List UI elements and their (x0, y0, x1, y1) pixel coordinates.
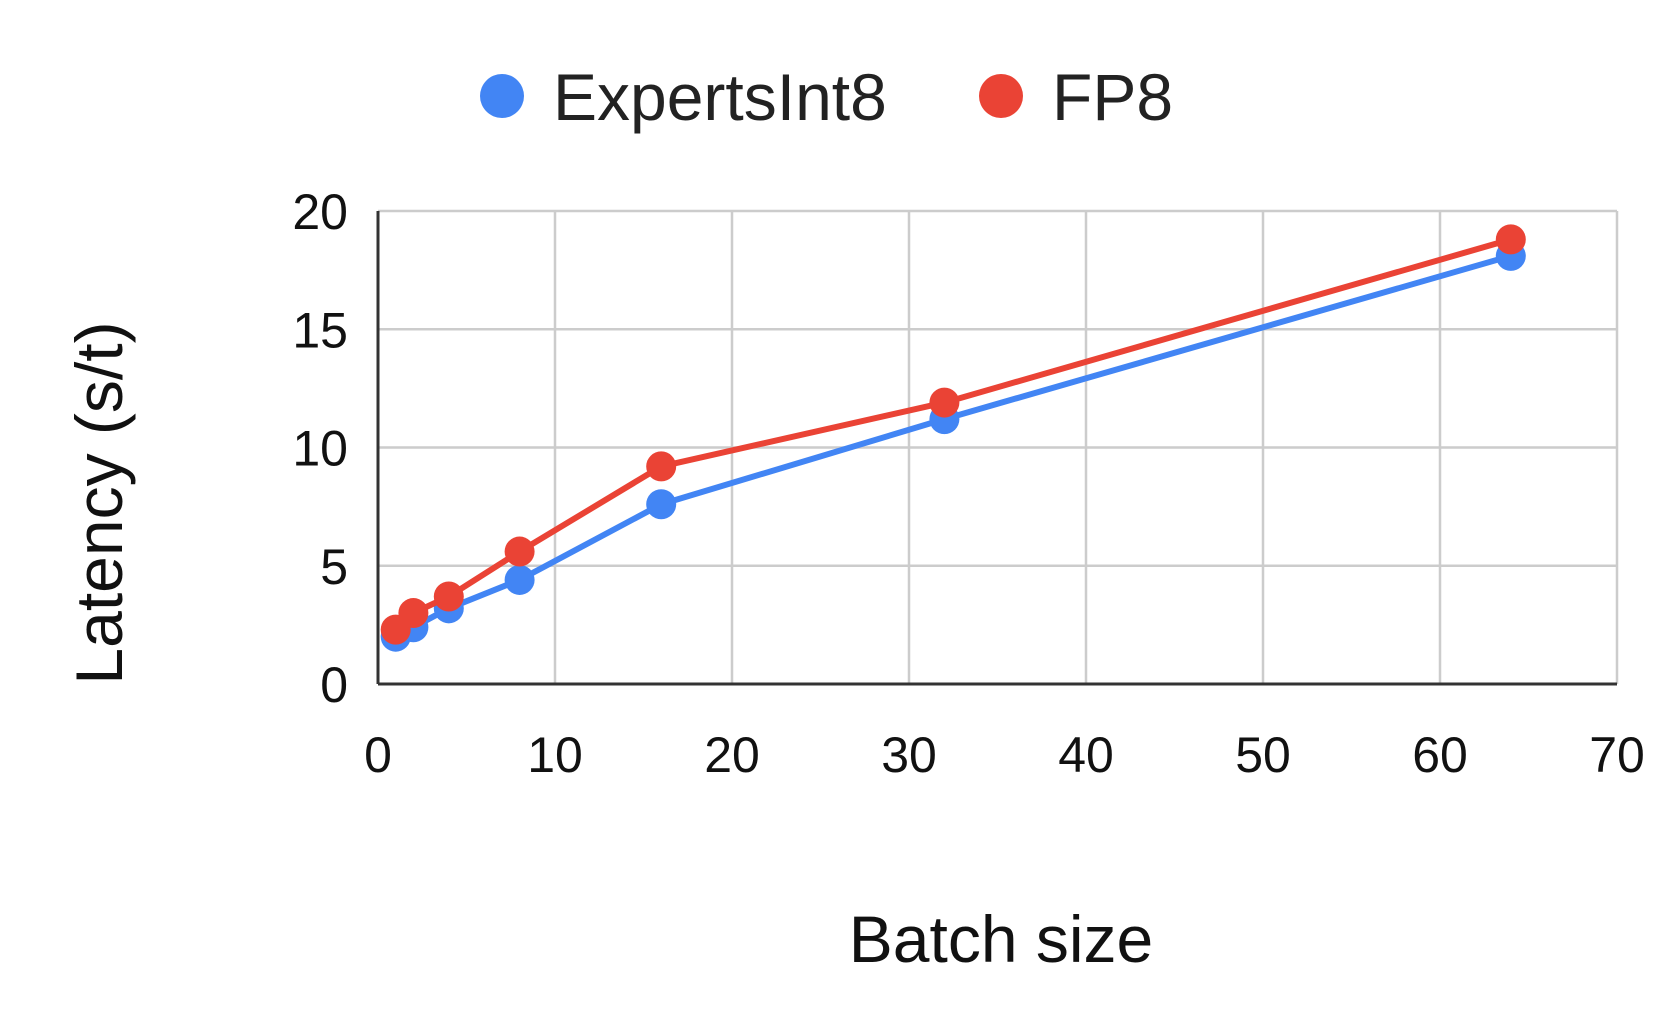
x-tick-label: 0 (364, 727, 392, 783)
axes (376, 211, 1617, 686)
data-point-expertsint8 (504, 564, 535, 595)
data-point-fp8 (646, 451, 677, 482)
legend-marker-expertsint8 (480, 74, 524, 118)
y-tick-label: 10 (292, 421, 348, 477)
series-fp8 (380, 224, 1526, 645)
y-tick-label: 5 (320, 539, 348, 595)
series-layer (380, 224, 1526, 652)
data-point-fp8 (929, 387, 960, 418)
data-point-fp8 (398, 598, 429, 629)
x-tick-label: 10 (527, 727, 583, 783)
x-tick-label: 30 (881, 727, 937, 783)
y-tick-label: 20 (292, 184, 348, 240)
legend-marker-fp8 (979, 74, 1023, 118)
data-point-fp8 (433, 581, 464, 612)
x-tick-label: 60 (1412, 727, 1468, 783)
y-tick-label: 0 (320, 657, 348, 713)
legend: ExpertsInt8 FP8 (480, 60, 1173, 134)
legend-label-fp8: FP8 (1052, 60, 1173, 134)
y-tick-label: 15 (292, 302, 348, 358)
data-point-expertsint8 (646, 489, 677, 520)
legend-label-expertsint8: ExpertsInt8 (553, 60, 887, 134)
x-tick-label: 50 (1235, 727, 1291, 783)
grid (378, 209, 1619, 684)
tick-labels: 0 10 20 30 40 50 60 70 0 5 10 15 20 (292, 184, 1644, 783)
x-tick-label: 20 (704, 727, 760, 783)
data-point-fp8 (504, 536, 535, 567)
x-tick-label: 70 (1589, 727, 1645, 783)
x-tick-label: 40 (1058, 727, 1114, 783)
x-axis-label: Batch size (849, 902, 1153, 976)
y-axis-label: Latency (s/t) (62, 321, 136, 684)
series-line-fp8 (392, 236, 1514, 633)
data-point-fp8 (1495, 224, 1526, 255)
